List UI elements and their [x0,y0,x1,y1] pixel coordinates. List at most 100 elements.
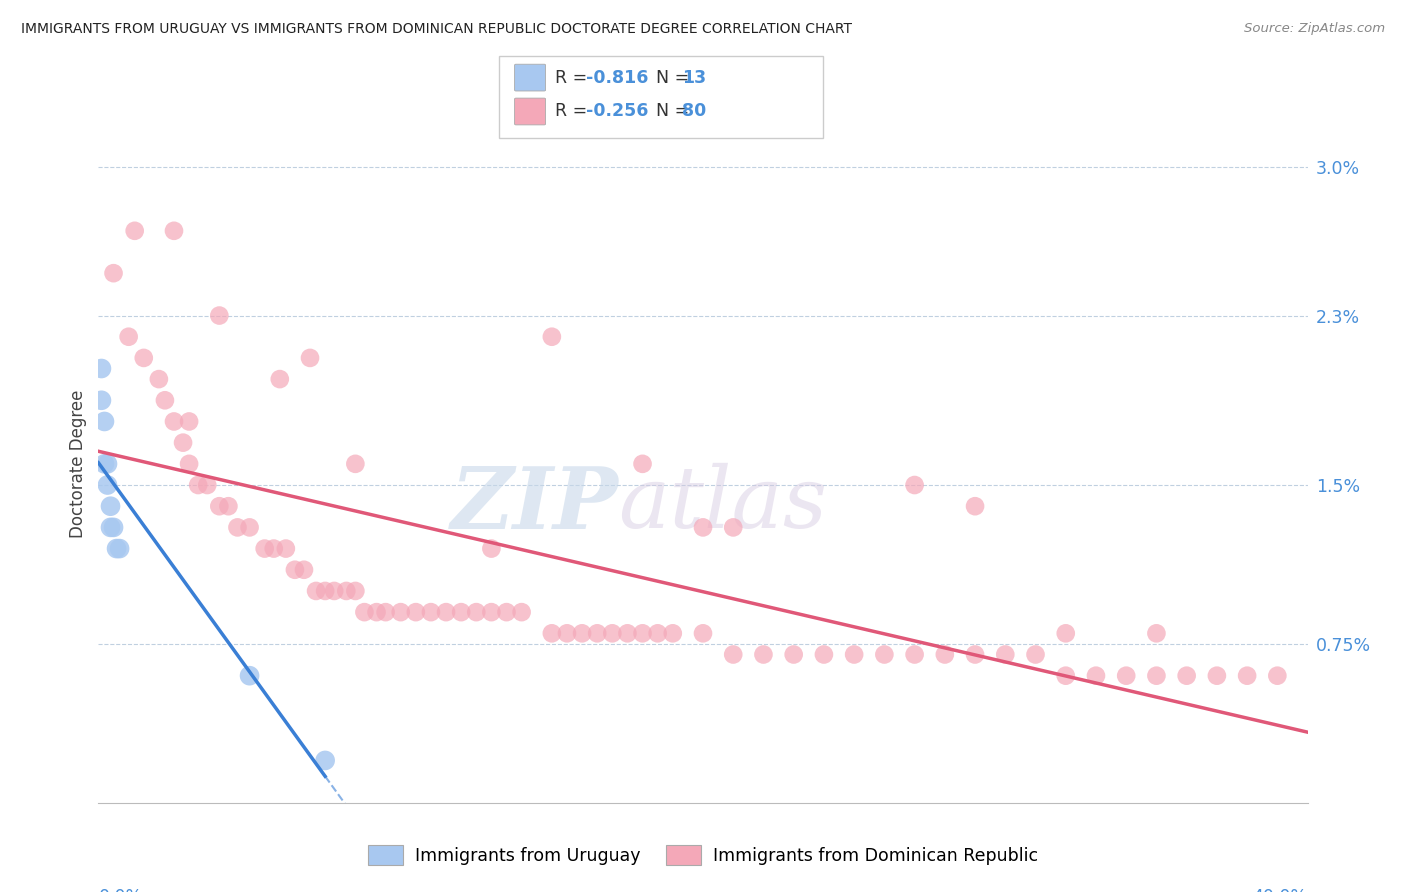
Text: N =: N = [645,103,695,120]
Point [555,626,578,640]
Text: 40.0%: 40.0% [1253,888,1308,892]
Point [1054,669,1077,683]
Point [1085,669,1108,683]
Point [153,393,176,408]
Text: 13: 13 [682,69,706,87]
Point [103,520,125,534]
Point [148,372,170,386]
Point [314,753,336,767]
Point [723,520,745,534]
Y-axis label: Doctorate Degree: Doctorate Degree [69,390,87,538]
Point [118,330,141,344]
Point [305,584,328,599]
Point [179,457,201,471]
Point [904,648,927,662]
Point [465,605,488,619]
Point [434,605,457,619]
Point [571,626,593,640]
Point [105,541,128,556]
Point [904,478,927,492]
Point [934,648,956,662]
Point [269,372,291,386]
Point [662,626,685,640]
Point [335,584,357,599]
Point [813,648,835,662]
Point [353,605,375,619]
Point [93,457,115,471]
Point [647,626,669,640]
Point [108,541,131,556]
Point [344,457,367,471]
Point [96,478,118,492]
Point [495,605,517,619]
Point [692,626,714,640]
Point [1115,669,1137,683]
Point [389,605,412,619]
Point [292,563,315,577]
Point [103,266,125,280]
Text: 80: 80 [682,103,706,120]
Point [208,309,231,323]
Text: -0.816: -0.816 [586,69,648,87]
Point [1144,669,1167,683]
Point [253,541,276,556]
Point [586,626,609,640]
Point [420,605,443,619]
Text: -0.256: -0.256 [586,103,648,120]
Point [263,541,285,556]
Point [752,648,775,662]
Point [374,605,396,619]
Point [450,605,472,619]
Point [873,648,896,662]
Point [132,351,155,365]
Point [299,351,322,365]
Point [239,669,262,683]
Point [783,648,806,662]
Text: 0.0%: 0.0% [98,888,142,892]
Point [1054,626,1077,640]
Point [217,500,239,514]
Point [163,415,186,429]
Point [96,457,118,471]
Point [1175,669,1198,683]
Point [90,361,112,376]
Text: Source: ZipAtlas.com: Source: ZipAtlas.com [1244,22,1385,36]
Point [723,648,745,662]
Point [481,605,503,619]
Point [631,626,654,640]
Point [239,520,262,534]
Text: ZIP: ZIP [450,463,619,546]
Text: atlas: atlas [619,463,828,546]
Point [314,584,336,599]
Point [692,520,714,534]
Text: R =: R = [555,103,593,120]
Point [366,605,388,619]
Point [163,224,186,238]
Text: N =: N = [645,69,695,87]
Point [965,648,987,662]
Point [1144,626,1167,640]
Point [100,520,122,534]
Point [405,605,427,619]
Point [274,541,297,556]
Text: IMMIGRANTS FROM URUGUAY VS IMMIGRANTS FROM DOMINICAN REPUBLIC DOCTORATE DEGREE C: IMMIGRANTS FROM URUGUAY VS IMMIGRANTS FR… [21,22,852,37]
Point [93,415,115,429]
Point [844,648,866,662]
Point [226,520,249,534]
Point [965,500,987,514]
Point [540,330,562,344]
Point [1024,648,1046,662]
Point [631,457,654,471]
Point [90,393,112,408]
Point [172,435,194,450]
Point [510,605,533,619]
Point [481,541,503,556]
Point [602,626,624,640]
Point [1206,669,1229,683]
Point [540,626,562,640]
Point [124,224,146,238]
Point [323,584,346,599]
Point [1236,669,1258,683]
Point [195,478,218,492]
Legend: Immigrants from Uruguay, Immigrants from Dominican Republic: Immigrants from Uruguay, Immigrants from… [361,838,1045,872]
